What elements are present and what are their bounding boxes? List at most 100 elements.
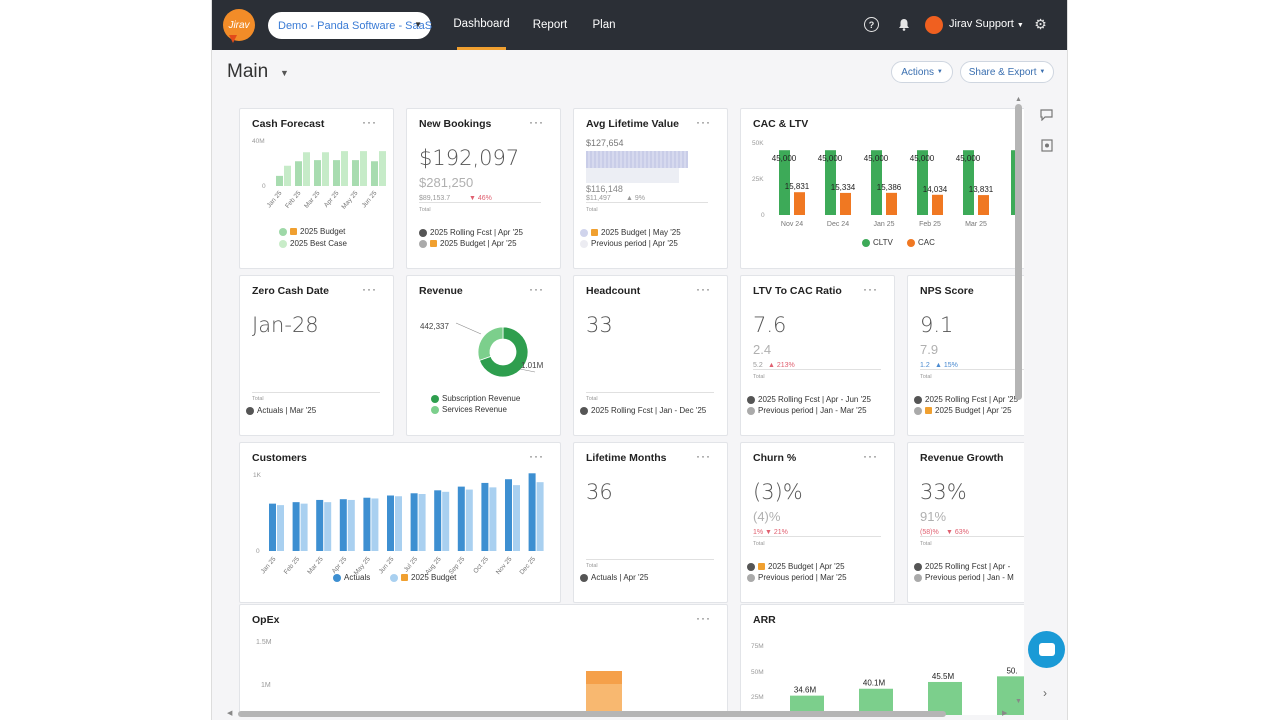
divider xyxy=(586,559,714,560)
widget-headcount[interactable]: Headcount ··· 33 Total 2025 Rolling Fcst… xyxy=(573,275,728,436)
legend-swatch xyxy=(419,239,427,248)
help-icon[interactable]: ? xyxy=(864,17,879,32)
dashboard-grid: Cash Forecast ··· 40M 0 Jan 25 Feb 25 Mar 25… xyxy=(212,95,1024,715)
x-axis-label: Nov 25 xyxy=(495,556,514,577)
settings-panel-icon[interactable] xyxy=(1040,139,1053,152)
user-avatar[interactable] xyxy=(925,16,943,34)
bar-2025-budget xyxy=(347,499,355,551)
bar-cac xyxy=(794,192,805,215)
kpi-compare-value: (4)% xyxy=(753,509,781,524)
widget-customers[interactable]: Customers ··· 1K 0 Jan 25 Feb 25 Mar 25 Apr 2… xyxy=(239,442,561,603)
scroll-down-icon[interactable]: ▼ xyxy=(1015,698,1022,705)
logo-text: Jirav xyxy=(228,19,250,31)
tab-dashboard[interactable]: Dashboard xyxy=(453,0,510,50)
bar-actuals xyxy=(339,499,347,551)
y-axis-label: 0 xyxy=(256,548,260,555)
widget-avg-lifetime-value[interactable]: Avg Lifetime Value ··· $127,654 $116,148… xyxy=(573,108,728,269)
page-title[interactable]: Main xyxy=(227,61,269,82)
comment-icon[interactable] xyxy=(1040,108,1053,121)
widget-lifetime-months[interactable]: Lifetime Months ··· 36 Total Actuals | A… xyxy=(573,442,728,603)
widget-cac-ltv[interactable]: CAC & LTV 50K 25K 0 45,000 15,831 Nov 24 45,00… xyxy=(740,108,1024,269)
x-axis-label: Dec 25 xyxy=(519,556,538,577)
widget-title: Zero Cash Date xyxy=(252,285,330,297)
data-label-cltv: 45,000 xyxy=(910,154,935,163)
kpi-value: 33% xyxy=(920,480,967,504)
gear-icon[interactable]: ⚙ xyxy=(1034,16,1047,32)
chevron-down-icon[interactable]: ▼ xyxy=(280,68,289,78)
arr-chart: 75M 50M 25M 34.6M 40.1M 45.5M 50. xyxy=(751,643,1024,715)
more-menu-icon[interactable]: ··· xyxy=(362,115,377,129)
more-menu-icon[interactable]: ··· xyxy=(696,611,711,625)
widget-zero-cash-date[interactable]: Zero Cash Date ··· Jan-28 Total Actuals … xyxy=(239,275,394,436)
lock-icon xyxy=(758,563,765,570)
chevron-down-icon: ▼ xyxy=(1039,69,1046,75)
legend-swatch xyxy=(390,573,398,582)
more-menu-icon[interactable]: ··· xyxy=(696,449,711,463)
widget-churn[interactable]: Churn % ··· (3)% (4)% 1% ▼ 21% Total 202… xyxy=(740,442,895,603)
y-axis-label: 1M xyxy=(261,682,271,689)
jirav-logo[interactable]: Jirav xyxy=(223,9,255,43)
user-menu[interactable]: Jirav Support ▼ xyxy=(949,18,1024,30)
x-axis-label: Oct 25 xyxy=(472,555,490,574)
widget-new-bookings[interactable]: New Bookings ··· $192,097 $281,250 $89,1… xyxy=(406,108,561,269)
widget-arr[interactable]: ARR 75M 50M 25M 34.6M 40.1M 45.5M 50. xyxy=(740,604,1024,715)
widget-opex[interactable]: OpEx ··· 1.5M 1M xyxy=(239,604,728,715)
more-menu-icon[interactable]: ··· xyxy=(696,115,711,129)
bar-arr xyxy=(928,681,962,715)
kpi-value: (3)% xyxy=(753,480,803,504)
lock-icon xyxy=(591,229,598,236)
legend-item: 2025 Rolling Fcst | Apr '25 xyxy=(419,228,523,237)
legend-item: Actuals | Apr '25 xyxy=(580,573,648,582)
share-export-button[interactable]: Share & Export ▼ xyxy=(960,61,1054,83)
more-menu-icon[interactable]: ··· xyxy=(529,449,544,463)
widget-title: CAC & LTV xyxy=(753,118,809,130)
more-menu-icon[interactable]: ··· xyxy=(696,282,711,296)
legend-label: Actuals xyxy=(344,573,371,582)
bell-icon[interactable] xyxy=(896,17,911,32)
company-selector[interactable]: Demo - Panda Software - SaaS ▼ xyxy=(268,12,432,39)
chevron-right-icon[interactable]: › xyxy=(1043,686,1047,700)
widget-nps-score[interactable]: NPS Score 9.1 7.9 1.2 ▲ 15% Total 2025 R… xyxy=(907,275,1024,436)
more-menu-icon[interactable]: ··· xyxy=(863,449,878,463)
bar-2025-budget xyxy=(371,161,378,186)
donut-leader-line xyxy=(519,368,536,373)
scroll-up-icon[interactable]: ▲ xyxy=(1015,96,1022,103)
bar-actuals xyxy=(457,486,465,551)
scroll-left-icon[interactable]: ◀ xyxy=(227,710,233,717)
chat-support-button[interactable] xyxy=(1028,631,1065,668)
lock-icon xyxy=(430,240,437,247)
vertical-scrollbar[interactable] xyxy=(1015,104,1022,400)
more-menu-icon[interactable]: ··· xyxy=(362,282,377,296)
tab-report[interactable]: Report xyxy=(530,0,570,50)
kpi-value: Jan-28 xyxy=(252,313,319,337)
widget-title: Revenue xyxy=(419,285,463,297)
widget-title: ARR xyxy=(753,614,776,626)
tab-plan[interactable]: Plan xyxy=(590,0,618,50)
kpi-value: 7.6 xyxy=(753,313,787,337)
more-menu-icon[interactable]: ··· xyxy=(529,115,544,129)
kpi-delta-percent: ▼ 21% xyxy=(765,529,788,536)
legend-label: 2025 Budget | May '25 xyxy=(601,228,681,237)
widget-cash-forecast[interactable]: Cash Forecast ··· 40M 0 Jan 25 Feb 25 Mar 25… xyxy=(239,108,394,269)
widget-ltv-cac-ratio[interactable]: LTV To CAC Ratio ··· 7.6 2.4 5.2 ▲ 213% … xyxy=(740,275,895,436)
y-axis-label: 0 xyxy=(262,183,266,190)
scroll-right-icon[interactable]: ▶ xyxy=(1002,710,1008,717)
more-menu-icon[interactable]: ··· xyxy=(863,282,878,296)
actions-label: Actions xyxy=(901,66,935,78)
widget-revenue-growth[interactable]: Revenue Growth 33% 91% (58)% ▼ 63% Total… xyxy=(907,442,1024,603)
donut-slice-subscription xyxy=(478,326,529,378)
horizontal-scrollbar[interactable] xyxy=(238,711,946,717)
divider xyxy=(920,369,1024,370)
bar-2025-best-case xyxy=(379,151,386,186)
more-menu-icon[interactable]: ··· xyxy=(529,282,544,296)
widget-revenue[interactable]: Revenue ··· 442,337 1.01M Subscription R… xyxy=(406,275,561,436)
widget-title: Revenue Growth xyxy=(920,452,1004,464)
actions-button[interactable]: Actions ▼ xyxy=(891,61,953,83)
x-axis-label: Nov 24 xyxy=(781,221,803,228)
lock-icon xyxy=(401,574,408,581)
current-bar xyxy=(586,151,688,168)
total-label: Total xyxy=(753,541,765,547)
x-axis-label: Apr 25 xyxy=(323,189,341,208)
bar-arr xyxy=(997,676,1024,715)
